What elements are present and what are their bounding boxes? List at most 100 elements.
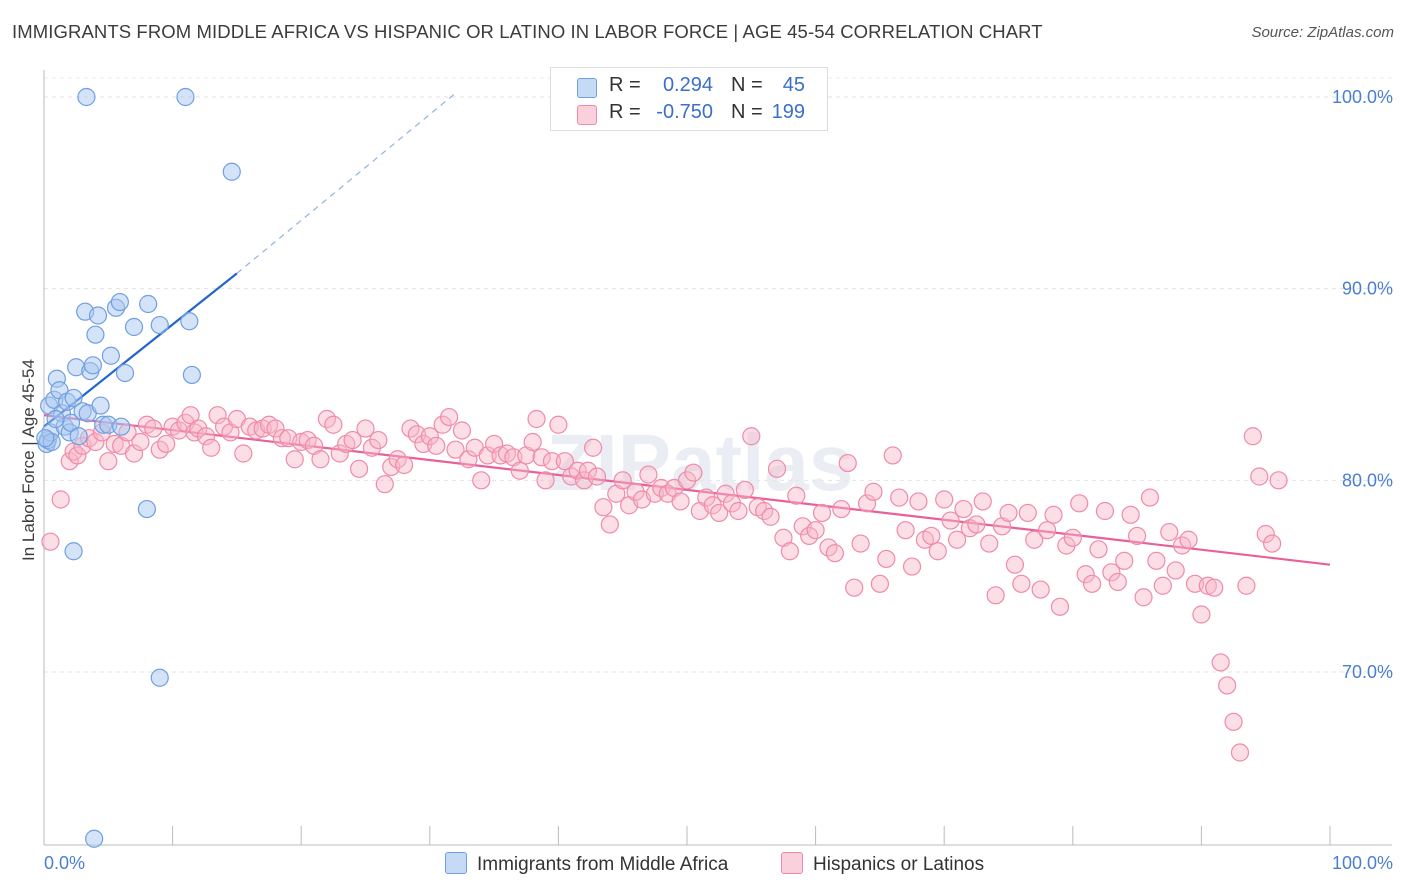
data-point-hispanics: [710, 503, 729, 523]
x-tick-label: 0.0%: [44, 853, 85, 873]
data-point-hispanics: [578, 461, 598, 480]
data-point-middle-africa: [112, 417, 131, 436]
axes: [43, 70, 1392, 846]
data-point-middle-africa: [77, 87, 96, 107]
legend-swatch-hispanics: [577, 105, 597, 125]
legend-swatch-middle-africa: [577, 78, 597, 98]
data-point-hispanics: [542, 452, 562, 471]
data-point-hispanics: [196, 427, 216, 446]
y-tick-label: 80.0%: [1342, 470, 1393, 490]
data-point-hispanics: [349, 459, 369, 478]
data-point-hispanics: [584, 438, 603, 457]
legend-r-label: R =: [609, 74, 641, 96]
data-point-middle-africa: [64, 388, 83, 408]
data-point-hispanics: [832, 499, 851, 519]
data-point-middle-africa: [110, 292, 129, 312]
data-point-hispanics: [845, 578, 864, 597]
data-point-hispanics: [1012, 574, 1031, 593]
data-point-hispanics: [1050, 597, 1070, 616]
data-point-hispanics: [1237, 576, 1256, 595]
data-point-hispanics: [536, 471, 555, 490]
data-point-hispanics: [742, 427, 761, 446]
data-point-hispanics: [806, 521, 825, 540]
data-point-hispanics: [947, 530, 967, 549]
data-point-hispanics: [1070, 494, 1089, 513]
data-point-hispanics: [527, 409, 546, 429]
data-point-hispanics: [1269, 471, 1288, 490]
data-point-hispanics: [639, 465, 658, 484]
data-point-middle-africa: [150, 668, 169, 687]
data-point-hispanics: [285, 450, 304, 469]
data-point-hispanics: [1243, 427, 1262, 446]
data-point-middle-africa: [64, 542, 83, 561]
legend-row-middle-africa: R = 0.294 N = 45: [551, 74, 827, 100]
data-point-hispanics: [935, 490, 954, 509]
legend: R = 0.294 N = 45 R = -0.750 N = 199: [550, 67, 828, 131]
data-point-hispanics: [485, 434, 504, 454]
data-point-hispanics: [1121, 505, 1140, 524]
data-point-hispanics: [973, 492, 992, 511]
data-point-hispanics: [1005, 555, 1025, 574]
data-point-hispanics: [41, 532, 60, 551]
data-point-middle-africa: [115, 363, 135, 383]
data-point-middle-africa: [182, 365, 201, 385]
data-point-hispanics: [864, 482, 883, 501]
data-point-hispanics: [446, 440, 465, 459]
x-tick-label: 100.0%: [1332, 853, 1393, 873]
data-point-hispanics: [883, 446, 902, 465]
data-point-hispanics: [1218, 676, 1237, 695]
data-point-hispanics: [68, 446, 87, 465]
data-point-hispanics: [459, 450, 478, 469]
data-point-hispanics: [1147, 551, 1166, 570]
data-point-hispanics: [851, 534, 870, 553]
data-point-hispanics: [105, 434, 124, 454]
data-point-hispanics: [1198, 576, 1217, 595]
legend-r-value: 0.294: [662, 74, 713, 96]
data-point-hispanics: [1179, 530, 1198, 549]
data-point-hispanics: [324, 415, 343, 434]
tick-labels: 70.0% 80.0% 90.0% 100.0% 0.0% 100.0%: [44, 87, 1393, 873]
data-point-hispanics: [202, 438, 221, 457]
data-point-hispanics: [99, 452, 118, 471]
data-point-hispanics: [735, 480, 754, 500]
legend-n-value: 199: [771, 101, 805, 123]
data-point-middle-africa: [88, 306, 108, 325]
data-point-hispanics: [729, 501, 748, 521]
y-tick-label: 70.0%: [1342, 662, 1393, 682]
data-point-middle-africa: [36, 429, 55, 448]
data-point-hispanics: [208, 406, 227, 425]
data-point-middle-africa: [176, 87, 195, 107]
data-point-hispanics: [1076, 565, 1095, 584]
bottom-legend: Immigrants from Middle Africa Hispanics …: [0, 852, 1406, 878]
data-point-middle-africa: [83, 356, 102, 375]
data-point-hispanics: [896, 521, 915, 540]
data-point-hispanics: [266, 419, 285, 438]
data-point-hispanics: [1153, 576, 1172, 595]
legend-r-value: -0.750: [656, 101, 713, 123]
data-point-middle-africa: [69, 427, 88, 446]
data-point-middle-africa: [139, 294, 158, 314]
data-point-hispanics: [902, 557, 922, 576]
data-point-hispanics: [1063, 528, 1082, 547]
data-point-hispanics: [1102, 563, 1121, 582]
data-point-hispanics: [439, 407, 459, 427]
data-point-hispanics: [1256, 524, 1275, 544]
trend-line-hispanics: [43, 414, 1331, 566]
bottom-legend-swatch-middle-africa: [445, 852, 467, 874]
data-point-hispanics: [1263, 534, 1282, 553]
data-point-hispanics: [870, 574, 890, 593]
data-point-hispanics: [587, 467, 607, 486]
data-point-hispanics: [369, 430, 388, 450]
data-point-hispanics: [812, 503, 832, 523]
data-point-hispanics: [427, 436, 446, 455]
data-point-hispanics: [394, 455, 414, 475]
data-point-hispanics: [452, 421, 472, 440]
data-point-middle-africa: [137, 499, 156, 519]
data-point-middle-africa: [46, 409, 65, 429]
data-point-hispanics: [1089, 540, 1108, 559]
data-point-hispanics: [86, 432, 105, 452]
data-point-hispanics: [684, 463, 703, 482]
data-point-middle-africa: [222, 162, 241, 181]
data-point-hispanics: [1018, 503, 1037, 523]
